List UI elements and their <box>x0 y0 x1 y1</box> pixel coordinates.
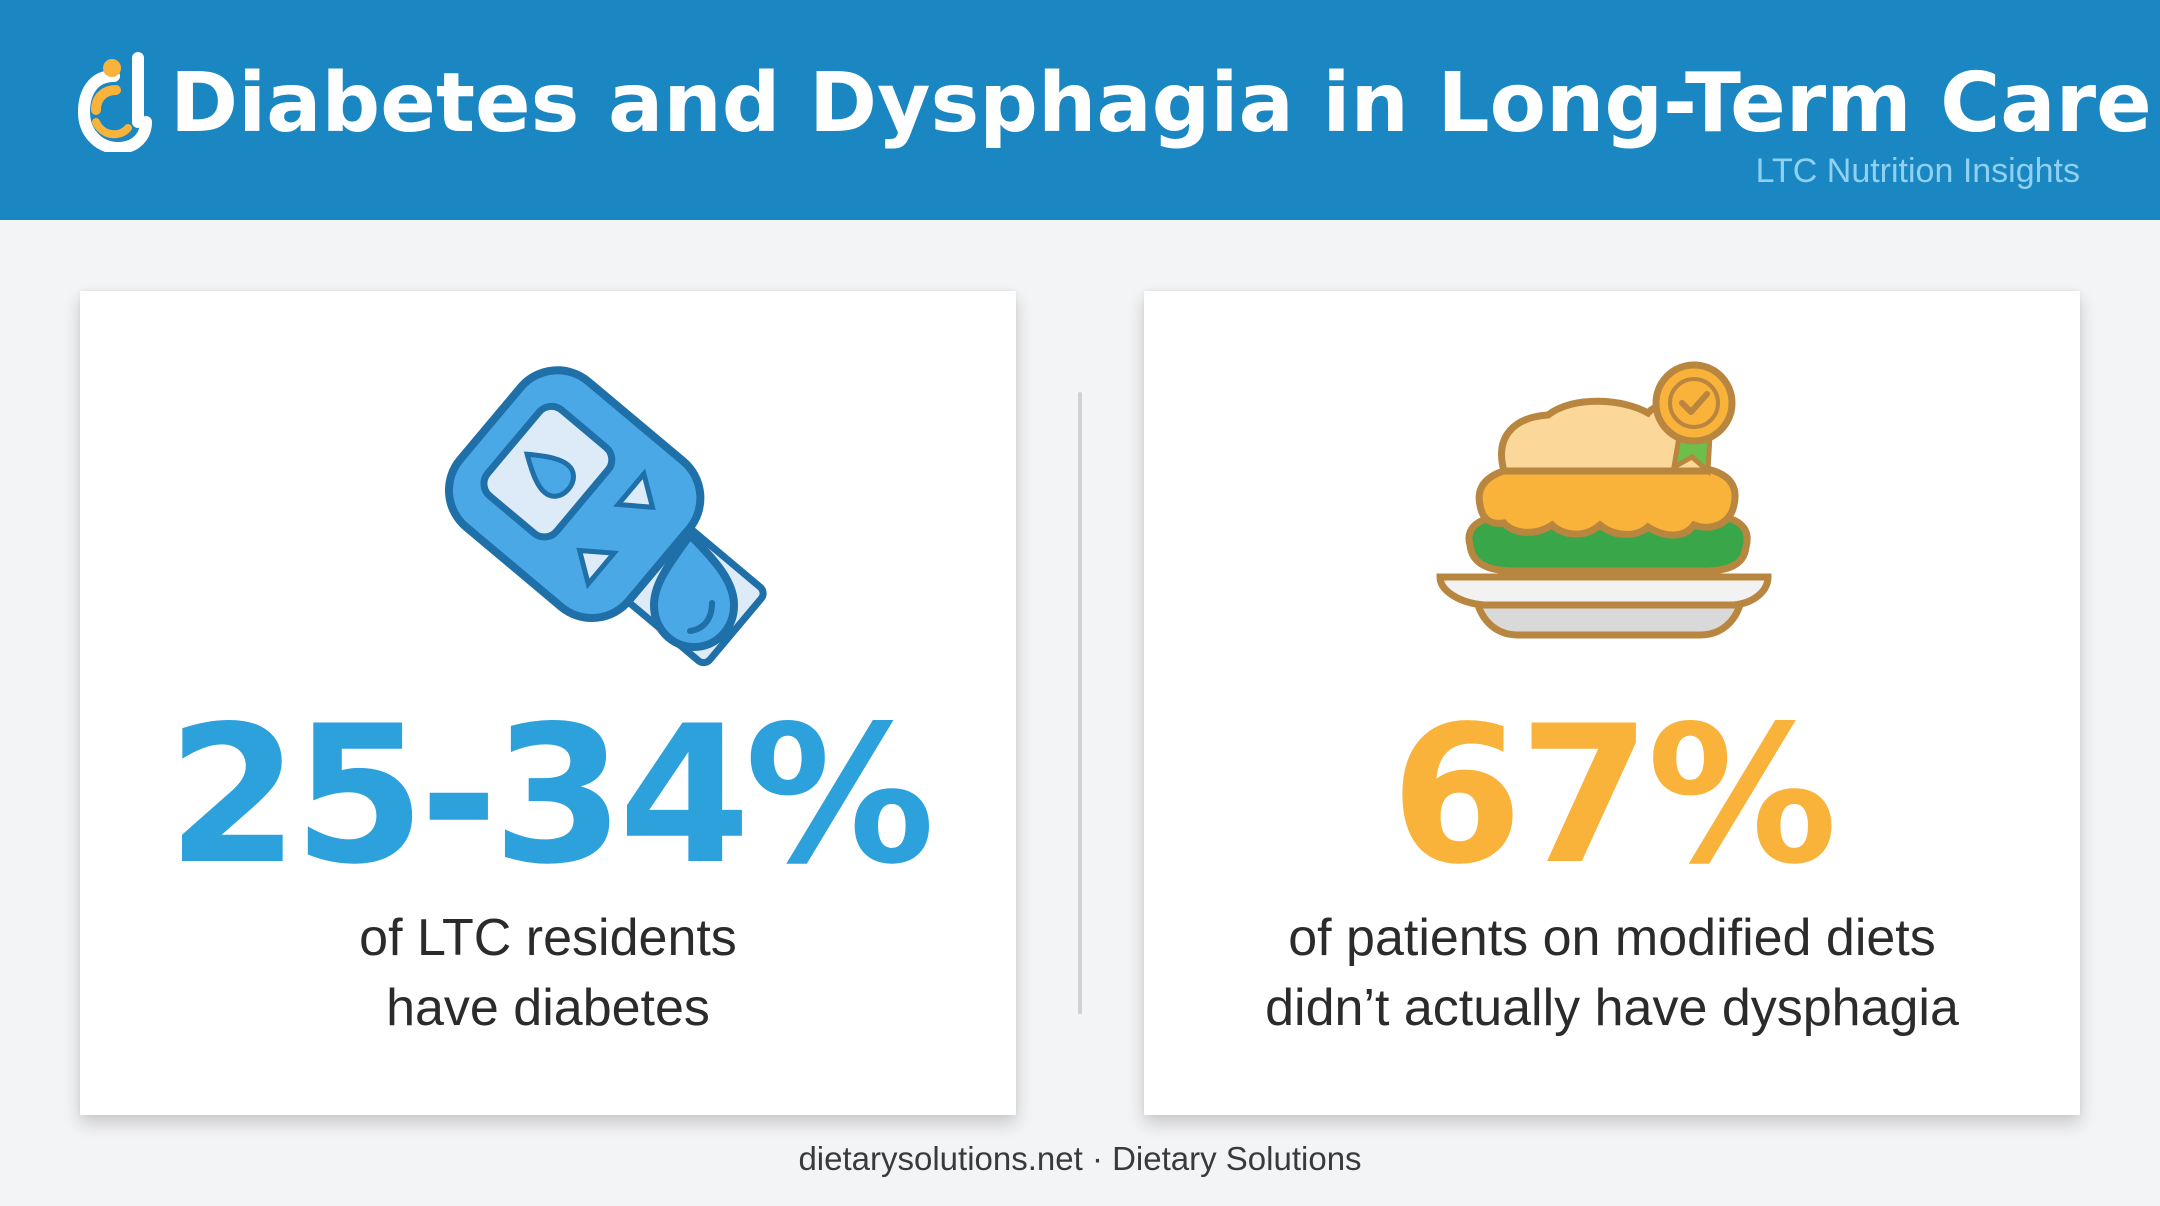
dysphagia-percentage: 67% <box>1390 685 1838 906</box>
dysphagia-stat-card: 67% of patients on modified diets didn’t… <box>1144 291 2080 1115</box>
footer-source: dietarysolutions.net · Dietary Solutions <box>798 1140 1362 1177</box>
page-subtitle: LTC Nutrition Insights <box>1755 152 2080 190</box>
dysphagia-description-line-1: of patients on modified diets <box>1288 909 1936 967</box>
dysphagia-description: of patients on modified diets didn’t act… <box>1144 903 2080 1043</box>
dysphagia-description-line-2: didn’t actually have dysphagia <box>1265 979 1959 1037</box>
diabetes-description: of LTC residents have diabetes <box>80 903 1016 1043</box>
dietary-solutions-logo-icon <box>77 52 152 152</box>
diabetes-percentage: 25-34% <box>166 685 935 906</box>
header-banner: Diabetes and Dysphagia in Long-Term Care… <box>0 0 2160 220</box>
diabetes-description-line-2: have diabetes <box>386 979 710 1037</box>
diabetes-description-line-1: of LTC residents <box>359 909 737 967</box>
card-divider <box>1078 392 1082 1014</box>
pureed-meal-plate-icon <box>1436 361 1772 639</box>
page-title: Diabetes and Dysphagia in Long-Term Care <box>170 56 2152 151</box>
glucose-meter-icon <box>444 366 767 667</box>
diabetes-stat-card: 25-34% of LTC residents have diabetes <box>80 291 1016 1115</box>
